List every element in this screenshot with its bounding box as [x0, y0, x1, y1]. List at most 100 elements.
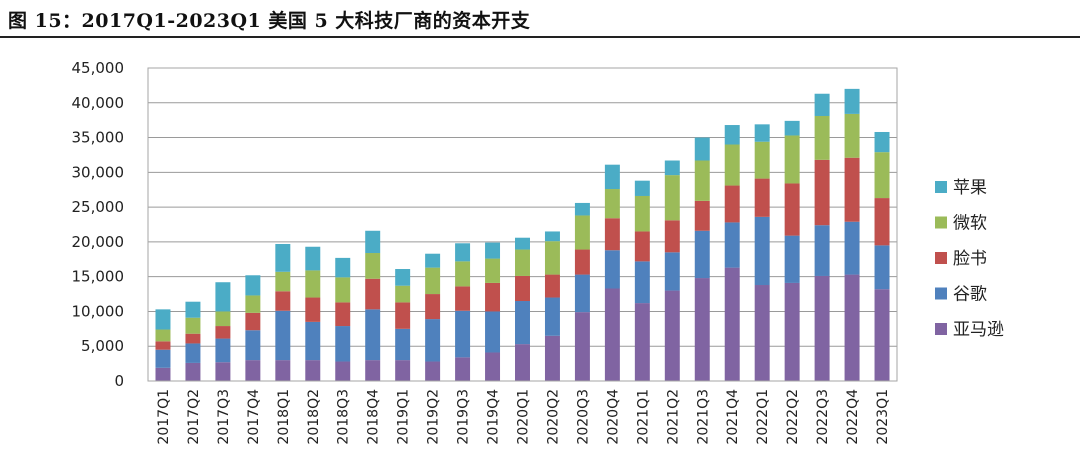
bar-segment: [604, 250, 620, 289]
bar-segment: [574, 274, 590, 313]
x-tick-label: 2017Q4: [246, 389, 262, 445]
x-tick-label: 2020Q1: [516, 389, 532, 445]
bar-segment: [784, 235, 800, 283]
bar-segment: [814, 115, 830, 160]
bar-segment: [574, 215, 590, 250]
bar-segment: [335, 257, 351, 278]
y-tick-label: 45,000: [72, 59, 125, 77]
bar-segment: [784, 135, 800, 184]
bar-segment: [485, 352, 501, 381]
bar-segment: [335, 361, 351, 381]
legend-swatch: [935, 181, 947, 193]
bar-segment: [694, 137, 710, 161]
bar-segment: [754, 216, 770, 286]
legend-label: 脸书: [953, 249, 987, 269]
bar-segment: [215, 311, 231, 327]
plot-area-border: [147, 67, 898, 382]
bar-segment: [275, 243, 291, 272]
x-tick-label: 2017Q3: [216, 389, 232, 445]
x-tick-label: 2017Q1: [156, 389, 172, 445]
x-tick-label: 2022Q2: [785, 389, 801, 445]
bar-segment: [395, 328, 411, 361]
bar-segment: [694, 200, 710, 231]
bar-segment: [185, 317, 201, 334]
bar-segment: [604, 189, 620, 219]
y-tick-label: 0: [114, 372, 124, 390]
bar-segment: [664, 252, 680, 291]
legend-label: 亚马逊: [953, 320, 1004, 340]
bar-segment: [275, 310, 291, 361]
bar-segment: [664, 290, 680, 381]
bar-segment: [515, 249, 530, 276]
bar-segment: [814, 225, 830, 276]
bar-segment: [844, 221, 860, 275]
x-tick-label: 2021Q2: [665, 389, 681, 445]
bar-segment: [365, 360, 381, 381]
x-tick-label: 2023Q1: [875, 389, 891, 445]
bar-segment: [724, 125, 740, 145]
x-tick-label: 2020Q4: [605, 389, 621, 445]
bar-segment: [365, 253, 381, 279]
y-tick-label: 5,000: [81, 337, 124, 355]
bar-segment: [544, 241, 560, 275]
x-tick-label: 2019Q1: [396, 389, 412, 445]
bar-segment: [754, 285, 770, 381]
bar-segment: [365, 230, 381, 254]
bar-segment: [634, 261, 650, 304]
bar-segment: [155, 329, 171, 342]
y-tick-label: 25,000: [72, 198, 125, 216]
bar-segment: [694, 160, 710, 201]
title-rule: [0, 36, 1080, 38]
bar-segment: [455, 310, 471, 358]
bar-segment: [814, 93, 830, 116]
y-tick-label: 20,000: [72, 233, 125, 251]
bar-segment: [634, 195, 650, 232]
bar-segment: [275, 291, 291, 311]
bar-segment: [215, 338, 231, 363]
bar-segment: [544, 231, 560, 242]
bar-segment: [604, 288, 620, 381]
bar-segment: [335, 326, 351, 362]
bar-segment: [305, 360, 321, 381]
bar-segment: [335, 302, 351, 327]
y-tick-labels: 0 5,000 10,000 15,000 20,000 25,000 30,000 35,0…: [72, 59, 125, 390]
bar-segment: [574, 312, 590, 381]
bar-segment: [455, 243, 471, 262]
bar-segment: [634, 231, 650, 262]
legend-swatch: [935, 216, 947, 229]
legend-swatch: [935, 252, 947, 264]
bar-segment: [185, 333, 201, 344]
bar-segment: [455, 261, 471, 287]
bar-segment: [335, 277, 351, 303]
bar-segment: [874, 245, 890, 290]
bar-segment: [515, 301, 530, 345]
bar-segment: [784, 183, 800, 236]
bar-segment: [365, 278, 381, 310]
x-tick-label: 2018Q4: [366, 389, 382, 445]
y-tick-label: 10,000: [72, 302, 125, 320]
x-tick-label: 2021Q1: [635, 389, 651, 445]
legend-label: 微软: [953, 214, 987, 234]
x-tick-label: 2021Q4: [725, 389, 741, 445]
bar-segment: [185, 301, 201, 318]
y-tick-label: 15,000: [72, 268, 125, 286]
bar-segment: [215, 326, 231, 339]
bar-segment: [305, 321, 321, 361]
bar-segment: [634, 303, 650, 381]
bar-segment: [574, 202, 590, 216]
x-tick-label: 2018Q1: [276, 389, 292, 445]
bar-segment: [664, 220, 680, 253]
bar-segment: [694, 278, 710, 381]
figure-title: 图 15：2017Q1-2023Q1 美国 5 大科技厂商的资本开支: [8, 10, 531, 32]
bar-segment: [485, 282, 501, 312]
bar-segment: [425, 319, 441, 362]
bar-segment: [544, 335, 560, 381]
x-tick-label: 2017Q2: [186, 389, 202, 445]
bar-segment: [784, 120, 800, 136]
legend-label: 苹果: [953, 178, 987, 198]
bar-segment: [155, 367, 171, 381]
bar-segment: [485, 242, 501, 259]
x-tick-label: 2018Q2: [306, 389, 322, 445]
bar-segment: [425, 253, 441, 268]
